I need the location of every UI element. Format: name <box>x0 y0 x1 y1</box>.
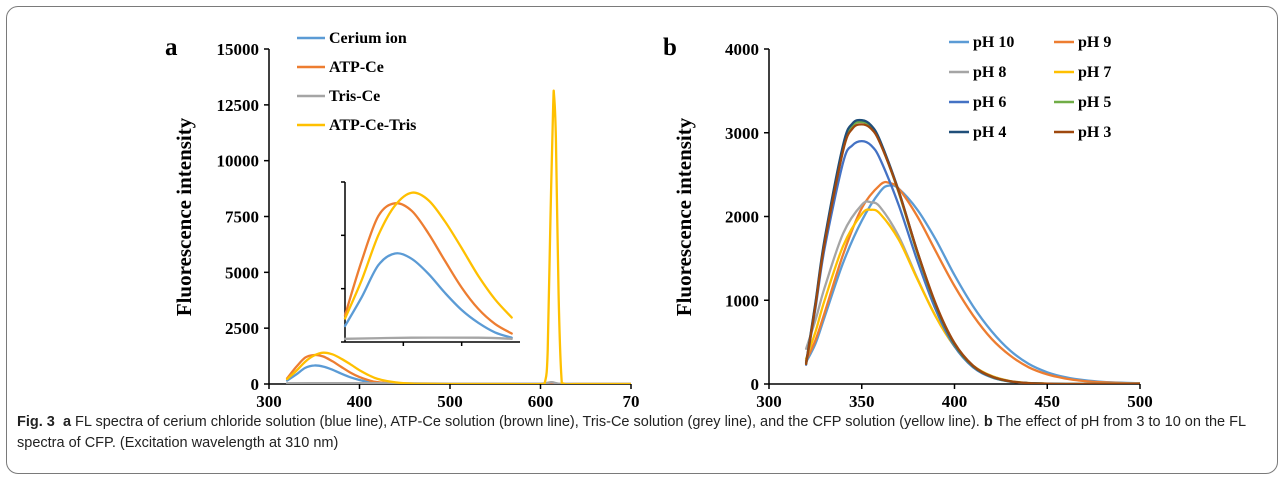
y-tick-label: 2000 <box>725 208 759 227</box>
y-tick-label: 2500 <box>225 319 259 338</box>
y-tick-label: 0 <box>751 375 760 394</box>
legend-label: pH 9 <box>1078 34 1111 51</box>
caption-b-letter: b <box>983 414 993 430</box>
legend-label: pH 4 <box>973 124 1006 141</box>
y-axis-title: Fluorescence intensity <box>172 117 196 316</box>
y-tick-label: 12500 <box>217 96 260 115</box>
legend-label: ATP-Ce <box>329 59 384 76</box>
figure-caption: Fig. 3 a FL spectra of cerium chloride s… <box>17 412 1267 454</box>
legend: pH 10 pH 9 pH 8 pH 7 pH 6 pH 5 pH 4 pH 3 <box>949 34 1111 141</box>
y-tick-label: 4000 <box>725 40 759 59</box>
inset-chart <box>341 181 520 346</box>
series-line-atp-ce-tris <box>285 89 631 384</box>
x-tick-label: 400 <box>347 392 373 407</box>
x-tick-label: 500 <box>1127 392 1153 407</box>
inset-series-atp-ce <box>343 202 513 335</box>
caption-a-text: FL spectra of cerium chloride solution (… <box>71 414 984 430</box>
x-tick-label: 300 <box>756 392 782 407</box>
series-line-ph-7 <box>804 208 1140 384</box>
legend-label: Tris-Ce <box>329 88 380 105</box>
x-tick-label: 70 <box>623 392 640 407</box>
y-tick-label: 0 <box>251 375 260 394</box>
inset-series-cerium-ion <box>343 252 513 339</box>
x-tick-label: 600 <box>528 392 554 407</box>
chart-panel-a: a Fluorescence intensity 0 2500 5000 7500 1000… <box>165 30 640 411</box>
series-line-ph-9 <box>804 180 1140 384</box>
x-tick-label: 300 <box>256 392 282 407</box>
legend-label: Cerium ion <box>329 30 407 47</box>
x-tick-label: 350 <box>849 392 875 407</box>
legend-label: pH 5 <box>1078 94 1111 111</box>
y-tick-label: 1000 <box>725 291 759 310</box>
x-tick-label: 450 <box>1035 392 1061 407</box>
legend-label: pH 6 <box>973 94 1006 111</box>
legend-label: ATP-Ce-Tris <box>329 117 416 134</box>
x-tick-label: 400 <box>942 392 968 407</box>
series-line-ph-4 <box>804 118 1140 384</box>
y-axis-title: Fluorescence intensity <box>672 117 696 316</box>
series-line-atp-ce <box>285 353 631 384</box>
y-tick-label: 10000 <box>217 152 260 171</box>
y-tick-label: 5000 <box>225 263 259 282</box>
panel-letter: b <box>663 34 677 61</box>
legend-label: pH 8 <box>973 64 1006 81</box>
legend-label: pH 10 <box>973 34 1014 51</box>
series-line-ph-3 <box>804 123 1140 384</box>
y-tick-label: 15000 <box>217 40 260 59</box>
y-tick-label: 7500 <box>225 208 259 227</box>
caption-fig-label: Fig. 3 <box>17 414 55 430</box>
y-tick-label: 3000 <box>725 124 759 143</box>
legend-label: pH 3 <box>1078 124 1111 141</box>
inset-series-tris-ce <box>343 336 513 340</box>
caption-a-letter: a <box>62 414 72 430</box>
series-line-ph-10 <box>804 184 1140 384</box>
x-tick-label: 500 <box>437 392 463 407</box>
caption-b-text: The effect of pH from 3 to 10 on the FL … <box>17 414 1246 451</box>
chart-panel-b: b Fluorescence intensity 0 1000 2000 3000 4000… <box>663 34 1153 411</box>
series-line-cerium-ion <box>285 364 631 384</box>
inset-series-atp-ce-tris <box>343 191 513 320</box>
series-line-ph-6 <box>804 139 1140 384</box>
legend: Cerium ion ATP-Ce Tris-Ce ATP-Ce-Tris <box>297 30 416 134</box>
series-line-ph-8 <box>804 200 1140 384</box>
series-line-ph-5 <box>804 120 1140 384</box>
figure-frame: a Fluorescence intensity 0 2500 5000 7500 1000… <box>6 6 1278 474</box>
panel-letter: a <box>165 34 178 61</box>
legend-label: pH 7 <box>1078 64 1111 81</box>
